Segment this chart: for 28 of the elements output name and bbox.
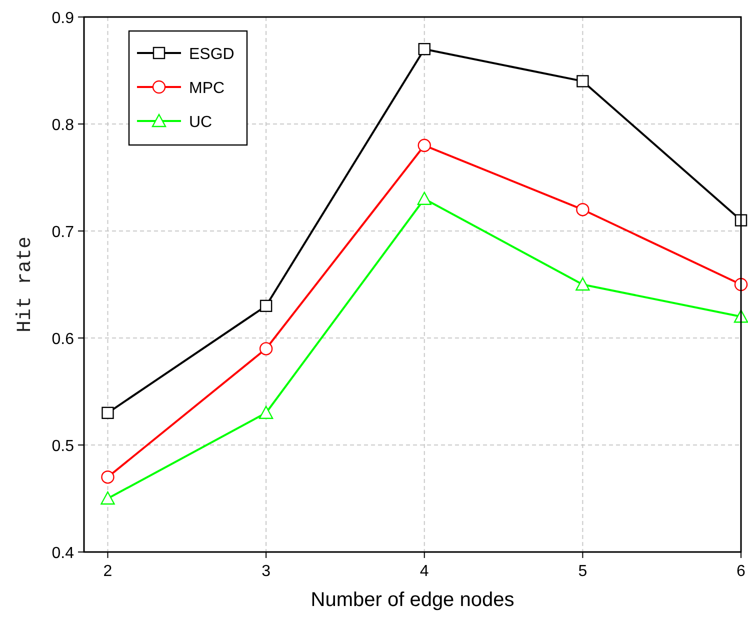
point xyxy=(100,491,115,505)
point xyxy=(102,406,114,419)
legend-label: UC xyxy=(189,114,212,131)
y-axis-title: Hit rate xyxy=(14,236,37,333)
point xyxy=(260,300,272,312)
y-tick-label: 0.5 xyxy=(52,438,74,455)
point xyxy=(576,203,590,216)
point xyxy=(258,406,274,419)
point xyxy=(259,342,273,356)
y-tick-label: 0.6 xyxy=(52,331,74,348)
y-tick-label: 0.9 xyxy=(52,10,74,27)
x-tick-label: 2 xyxy=(103,563,112,580)
x-tick-label: 5 xyxy=(578,563,588,580)
legend-label: MPC xyxy=(189,80,225,97)
x-axis-title: Number of edge nodes xyxy=(310,589,514,611)
x-tick-label: 3 xyxy=(262,563,271,580)
legend-label: ESGD xyxy=(189,46,234,63)
y-tick-label: 0.8 xyxy=(52,117,74,134)
point xyxy=(418,138,431,152)
y-tick-label: 0.4 xyxy=(52,545,74,562)
point xyxy=(576,277,590,291)
x-tick-label: 4 xyxy=(420,563,429,580)
x-tick-label: 6 xyxy=(736,563,746,580)
point xyxy=(101,470,114,484)
point xyxy=(418,43,430,56)
point xyxy=(576,75,589,88)
y-tick-label: 0.7 xyxy=(52,224,74,241)
point xyxy=(417,192,432,205)
